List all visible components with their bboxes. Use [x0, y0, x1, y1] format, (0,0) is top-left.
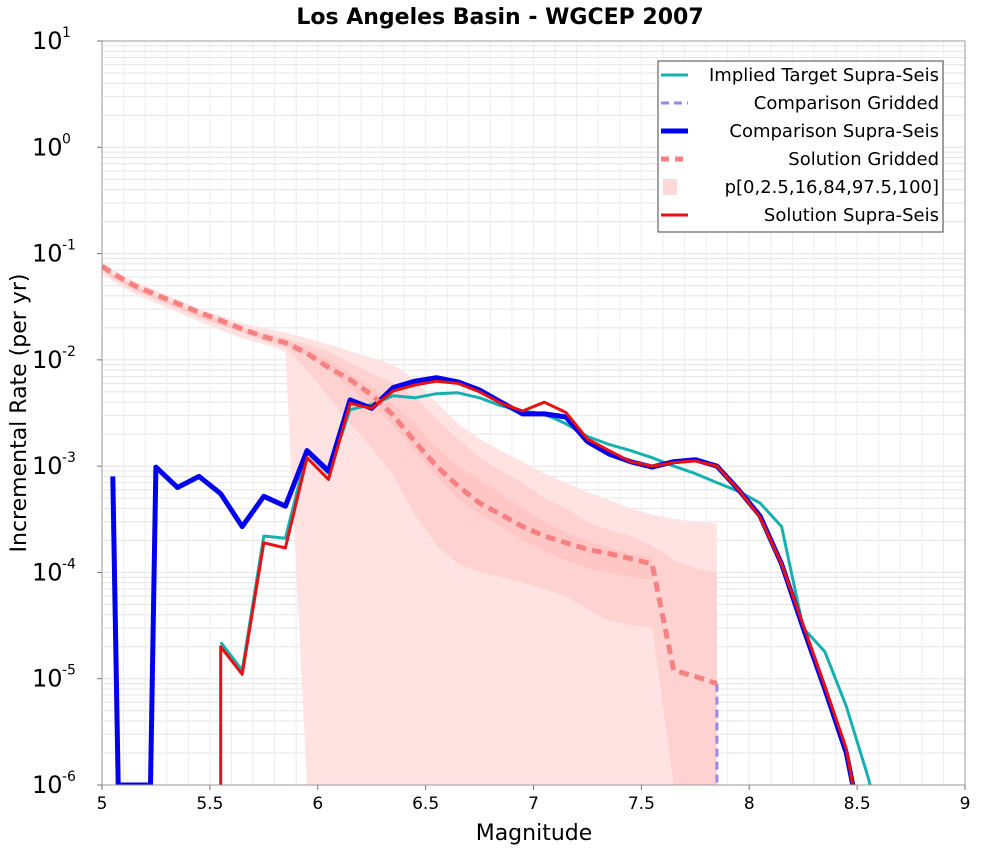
y-tick-exponent: -2 [62, 344, 76, 360]
y-tick-label: 10 [32, 771, 63, 799]
x-tick-label: 8.5 [844, 794, 871, 814]
y-tick-label: 10 [32, 558, 63, 586]
y-tick-exponent: -3 [62, 450, 76, 466]
legend-box [657, 60, 944, 233]
legend-label: Comparison Gridded [754, 93, 939, 114]
y-tick-exponent: 0 [62, 131, 71, 147]
x-tick-label: 5.5 [196, 794, 223, 814]
percentile-band [102, 263, 717, 785]
x-tick-label: 8 [744, 794, 755, 814]
y-tick-label: 10 [32, 240, 63, 268]
y-tick-label: 10 [32, 27, 63, 55]
series-line [219, 379, 855, 785]
y-tick-label: 10 [32, 452, 63, 480]
legend-label: Solution Supra-Seis [764, 205, 939, 226]
y-axis-label: Incremental Rate (per yr) [7, 274, 32, 553]
y-tick-exponent: 1 [62, 25, 71, 41]
y-tick-exponent: -4 [62, 556, 76, 572]
x-tick-label: 6 [312, 794, 323, 814]
legend: Implied Target Supra-Seis Comparison Grid… [657, 60, 944, 233]
series-lines [102, 264, 872, 785]
chart-title: Los Angeles Basin - WGCEP 2007 [296, 5, 703, 30]
legend-label: Solution Gridded [788, 149, 939, 170]
y-tick-label: 10 [32, 346, 63, 374]
series-line [102, 264, 718, 686]
y-tick-exponent: -5 [62, 663, 76, 679]
x-tick-label: 6.5 [412, 794, 439, 814]
legend-label: p[0,2.5,16,84,97.5,100] [725, 177, 939, 198]
x-axis-label: Magnitude [476, 821, 593, 846]
percentile-bands [102, 261, 717, 786]
percentile-band [102, 265, 653, 580]
x-tick-label: 5 [97, 794, 108, 814]
x-tick-label: 7.5 [628, 794, 655, 814]
legend-label: Implied Target Supra-Seis [709, 65, 939, 86]
legend-label: Comparison Supra-Seis [729, 121, 939, 142]
x-tick-label: 9 [960, 794, 971, 814]
percentile-band [102, 261, 717, 786]
y-tick-label: 10 [32, 665, 63, 693]
legend-swatch [663, 179, 677, 195]
y-tick-exponent: -1 [62, 238, 76, 254]
y-tick-label: 10 [32, 133, 63, 161]
x-tick-label: 7 [528, 794, 539, 814]
x-axis-ticks: 5 5.5 6 6.5 7 7.5 8 8.5 9 [97, 785, 971, 814]
y-tick-exponent: -6 [62, 769, 76, 785]
